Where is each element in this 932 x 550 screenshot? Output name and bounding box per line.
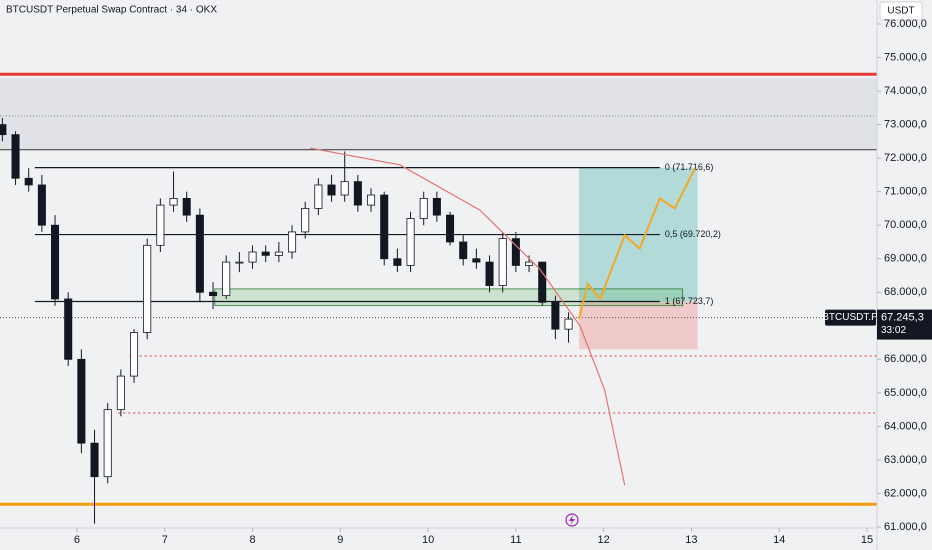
candle-body <box>538 261 547 303</box>
x-tick-label: 9 <box>337 534 343 546</box>
candle-body <box>37 184 46 226</box>
candle-body <box>446 214 455 243</box>
y-tick-label: 72.000,0 <box>884 152 927 164</box>
plot: 0 (71.716,6) 0,5 (69.720,2) 1 (67.723,7) <box>0 72 877 524</box>
y-tick-label: 65.000,0 <box>884 387 927 399</box>
y-tick-label: 63.000,0 <box>884 454 927 466</box>
fib-label: 0 (71.716,6) <box>665 162 714 172</box>
candle-body <box>116 375 125 411</box>
x-tick-label: 14 <box>773 534 785 546</box>
candle-body <box>525 261 534 266</box>
candle-body <box>367 194 376 206</box>
candle-body <box>77 358 86 444</box>
x-tick-label: 11 <box>510 534 521 546</box>
candle-body <box>393 258 402 266</box>
candle-body <box>498 238 507 286</box>
x-tick-label: 15 <box>861 534 873 546</box>
candle-body <box>301 208 310 233</box>
candle-body <box>340 181 349 196</box>
countdown-label: 33:02 <box>881 325 906 336</box>
candle-body <box>380 194 389 260</box>
fib-label: 0,5 (69.720,2) <box>665 229 721 239</box>
candle-body <box>156 204 165 246</box>
x-tick-label: 10 <box>422 534 434 546</box>
candle-body <box>51 224 60 300</box>
currency-button[interactable] <box>879 1 923 21</box>
x-tick-label: 8 <box>249 534 255 546</box>
symbol-tag <box>825 309 876 326</box>
candle-body <box>24 177 33 186</box>
stop-loss-zone <box>579 301 698 350</box>
candle-body <box>222 261 231 297</box>
lightning-icon <box>565 513 579 527</box>
y-tick-label: 76.000,0 <box>884 18 927 30</box>
y-tick-label: 75.000,0 <box>884 51 927 63</box>
y-tick-label: 62.000,0 <box>884 487 927 499</box>
candle-body <box>11 134 20 179</box>
candle-body <box>209 291 218 297</box>
y-tick-label: 69.000,0 <box>884 253 927 265</box>
arc-line <box>309 147 626 486</box>
candle-body <box>327 184 336 196</box>
projection-line <box>577 167 696 320</box>
candle-body <box>511 238 520 266</box>
x-tick-label: 12 <box>598 534 610 546</box>
candle-body <box>261 251 270 256</box>
candle-body <box>248 251 257 263</box>
candle-body <box>288 231 297 253</box>
candle-body <box>564 318 573 330</box>
candle-body <box>90 442 99 478</box>
support-zone <box>214 288 684 307</box>
price-tag <box>877 309 932 340</box>
candle-body <box>314 184 323 209</box>
candle-body <box>419 197 428 219</box>
candle-body <box>485 261 494 286</box>
candle-body <box>0 124 7 136</box>
x-tick-label: 13 <box>685 534 697 546</box>
x-tick-label: 6 <box>74 534 80 546</box>
candle-body <box>235 261 244 264</box>
price-label: 67.245,3 <box>881 311 924 323</box>
candle-body <box>353 181 362 206</box>
y-tick-label: 66.000,0 <box>884 353 927 365</box>
candle-body <box>195 214 204 293</box>
currency-label[interactable]: USDT <box>887 6 914 17</box>
y-tick-label: 70.000,0 <box>884 219 927 231</box>
candle-body <box>406 218 415 266</box>
candle-body <box>130 332 139 377</box>
candle-body <box>432 197 441 216</box>
symbol-label: BTCUSDT.P <box>822 312 878 323</box>
candle-body <box>169 197 178 206</box>
fib-label: 1 (67.723,7) <box>665 296 714 306</box>
x-tick-label: 7 <box>162 534 168 546</box>
y-tick-label: 71.000,0 <box>884 186 927 198</box>
candle-body <box>459 241 468 260</box>
candle-body <box>472 258 481 263</box>
gray-zone <box>0 77 877 150</box>
y-tick-label: 61.000,0 <box>884 521 927 533</box>
y-tick-label: 64.000,0 <box>884 420 927 432</box>
candle-body <box>103 409 112 478</box>
candle-body <box>274 251 283 256</box>
y-tick-label: 68.000,0 <box>884 286 927 298</box>
candle-body <box>551 301 560 330</box>
candle-body <box>182 197 191 216</box>
chart-title: BTCUSDT Perpetual Swap Contract · 34 · O… <box>6 5 217 16</box>
candle-body <box>64 298 73 360</box>
y-tick-label: 74.000,0 <box>884 85 927 97</box>
candle-body <box>143 244 152 333</box>
y-tick-label: 73.000,0 <box>884 119 927 131</box>
